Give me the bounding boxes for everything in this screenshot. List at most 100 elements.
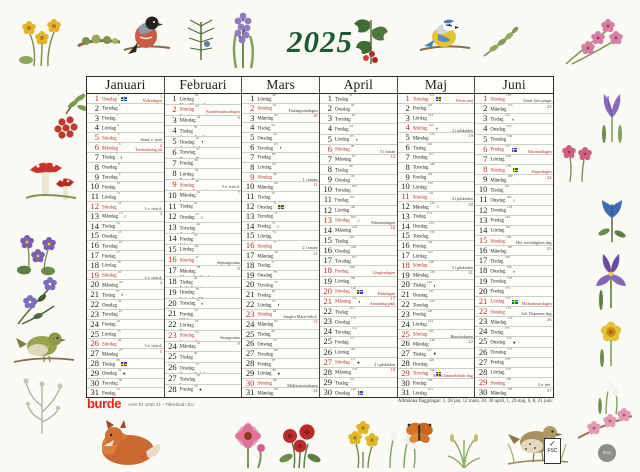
day-texts: Tisdag7◑August, Augusta [102,153,131,162]
day-number: 27 [401,349,410,359]
day-cell: 2Fredag122Filip, Filippa [397,104,475,114]
day-number: 7 [250,152,255,162]
day-number: 26 [168,363,177,373]
day-texts: Onsdag71Viktoria [257,202,284,211]
day-texts: Lördag179Leo [490,368,510,377]
day-number: 30 [478,388,488,398]
weekday-line: Söndag152 [490,94,513,104]
weekday-name: Lördag [102,126,117,132]
holiday-note: 2 e. trett.d. [144,274,163,280]
day-number: 25 [401,329,410,339]
day-number: 12 [401,201,410,211]
day-texts: Tisdag154◑Ingemar, Gudmar [490,114,521,123]
name-days: Fanny, Franciska [179,188,210,191]
name-days: Evelina, Evy [179,220,203,224]
day-texts: Torsdag86Rudolf, Ralf [257,349,279,358]
day-number: 14 [90,221,100,231]
day-of-year: 59 [194,384,198,388]
weekday-name: Onsdag [490,269,506,275]
holiday-note: Kristi himmelsfärds dag [433,372,473,378]
day-of-year: 140 [426,280,432,284]
juniper-sprig-illustration [187,19,215,60]
weekday-line: Torsdag93 [335,114,366,124]
weekday-line: Måndag146 [413,339,445,348]
weekday-name: Fredag [102,322,116,328]
day-of-year: 29 [117,368,122,372]
day-of-year: 132 [429,201,435,206]
day-number: 1 [405,94,410,103]
name-days: Kristoffer, Christel [257,240,290,241]
weekday-name: Söndag [179,107,195,113]
day-number: 27 [478,357,488,367]
weekday-line: Måndag41 [180,191,200,200]
name-days: Erland [102,171,114,172]
day-texts: Onsdag15Laura, Lorentz [102,231,128,240]
day-texts: Torsdag23Frej, Freja [102,310,122,319]
weekday-name: Tisdag [490,117,504,123]
day-of-year: 162 [506,195,512,199]
day-texts: Onsdag1 [102,94,127,103]
day-of-year: 136 [427,241,433,245]
weekday-line: Onsdag113 [335,317,359,327]
holiday-note: Annandag påsk [369,300,396,306]
weekday-line: Onsdag106 [335,246,361,256]
day-texts: Söndag159Eivor, Majvor [490,165,519,174]
weekday-line: Måndag27 [102,349,122,358]
day-of-year: 113 [350,317,356,321]
name-days: Erik [413,269,421,270]
day-number: 9 [172,180,177,190]
name-days: Adrian, Adriana [257,132,285,133]
day-of-year: 20 [119,280,123,284]
rowan-berries-illustration [54,93,89,139]
weekday-line: Fredag73○ [257,222,283,230]
weekday-name: Torsdag [335,330,351,336]
day-number: 26 [401,339,410,349]
weekday-name: Måndag [490,249,507,255]
day-cell: 28Måndag118Ture, Tyra18 [320,368,397,378]
name-days: Linda [490,295,510,296]
weekday-name: Lördag [179,247,194,253]
day-texts: Söndag5Hanna, Hannele [102,133,130,142]
weekday-line: Fredag80 [257,290,275,299]
weekday-line: Söndag19 [102,271,121,279]
day-cell: 25Fredag115Markus [320,337,397,348]
weekday-line: Tisdag28 [102,359,127,368]
weekday-line: Tisdag140◐ [413,280,442,289]
day-of-year: 12 [117,201,122,206]
pink-flower-spray-illustration [565,19,623,65]
day-number: 23 [168,330,177,340]
weekday-name: Lördag [257,303,272,309]
day-cell: 25Lördag25Paul, Pål [87,330,164,340]
weekday-name: Onsdag [490,340,506,346]
name-days: Holger, Holmfrid [257,387,288,388]
weekday-name: Lördag [412,391,427,397]
weekday-name: Söndag [102,136,117,142]
weekday-name: Lördag [490,158,505,164]
weekday-line: Lördag39 [180,169,199,179]
name-days: Frej, Freja [102,318,120,319]
weekday-line: Lördag32 [180,94,211,104]
weekday-name: Lördag [335,137,350,143]
weekday-name: Söndag [257,313,273,319]
day-number: 10 [323,185,333,195]
day-of-year: 22 [117,300,122,304]
day-texts: Onsdag92Gudmund, Ingemund [335,104,373,113]
day-texts: Måndag174Adolf, Alice [490,317,512,326]
name-days: Torbjörn, Torleif [257,181,286,182]
blue-tit-illustration [419,19,471,51]
day-of-year: 126 [426,143,432,147]
weekday-name: Söndag [257,107,273,113]
weekday-line: Fredag10 [102,182,129,191]
weekday-line: Lördag172 [490,297,518,306]
day-cell: 12 Onsdag43○ Evelina, Evy [164,212,242,224]
weekday-line: Lördag123 [413,114,433,122]
day-texts: Fredag115Markus [335,337,355,346]
day-texts: Söndag166Margit, Margot [490,236,517,245]
holiday-note: 4 i påsktiden [451,196,473,202]
weekday-name: Fredag [257,293,271,299]
day-of-year: 94 [349,124,353,128]
day-texts: Söndag180Peter, Petra [490,378,511,387]
day-number: 13 [245,211,255,221]
